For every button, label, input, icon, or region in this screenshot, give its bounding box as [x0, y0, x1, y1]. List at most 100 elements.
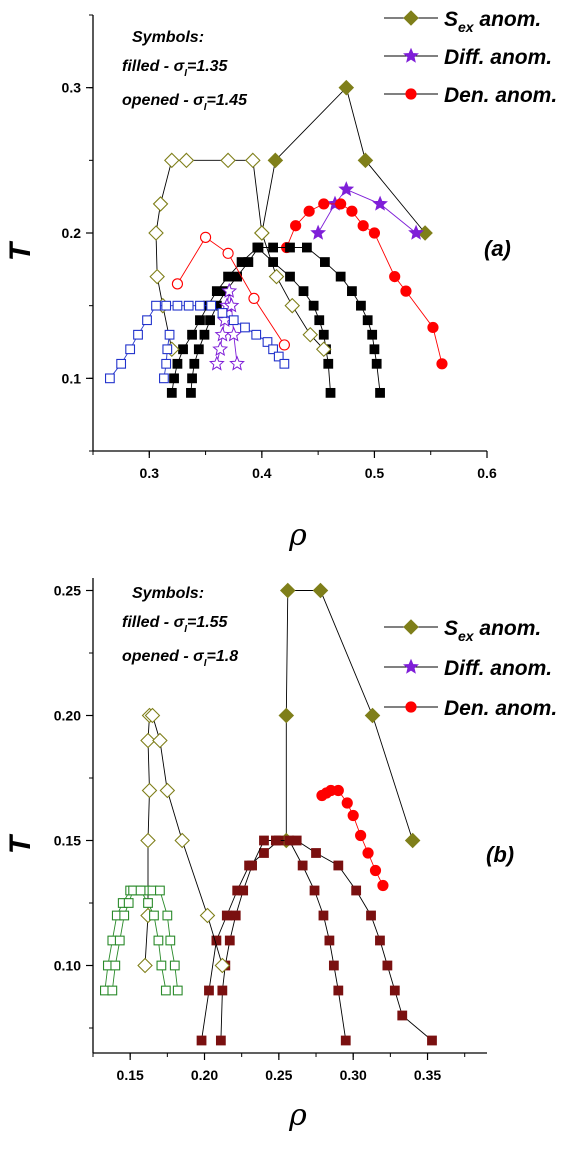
data-point [195, 315, 205, 326]
symbols-note-title: Symbols: [132, 585, 204, 602]
chart-panel-b: 0.15 0.20 0.25 0.30 0.35 0.10 0.15 0.20 0.25 ρ T (b… [4, 578, 557, 1133]
data-point [270, 835, 281, 846]
data-point [267, 152, 284, 169]
series-line [163, 334, 170, 379]
series-diffusivity-boundary-1.45 [104, 300, 290, 384]
data-point [116, 358, 127, 369]
data-point [162, 910, 173, 921]
legend-label: Diff. anom. [444, 46, 552, 69]
data-point [107, 985, 118, 996]
data-point [172, 300, 183, 311]
data-point [369, 864, 382, 877]
series-den-1.35 [281, 198, 448, 370]
data-point [369, 344, 380, 355]
series-line [155, 159, 325, 350]
data-point [314, 315, 325, 326]
data-point [217, 985, 228, 996]
data-point [382, 960, 393, 971]
data-point [172, 358, 183, 369]
data-point [149, 268, 165, 285]
x-axis-label: ρ [288, 518, 307, 553]
legend-marker-diamond [403, 619, 419, 635]
data-point [389, 271, 401, 283]
data-point [268, 344, 279, 355]
data-point [318, 198, 330, 210]
data-point [164, 152, 180, 169]
data-point [377, 879, 389, 892]
data-point [114, 935, 125, 946]
data-point [195, 300, 205, 311]
y-tick-label: 0.3 [62, 80, 82, 96]
data-point [164, 329, 175, 340]
data-point [211, 935, 222, 946]
data-point [427, 321, 439, 334]
data-point [183, 300, 194, 311]
data-point [189, 358, 200, 369]
data-point [368, 227, 381, 239]
series-den-1.55 [316, 784, 389, 892]
data-point [268, 242, 279, 253]
data-point [251, 329, 262, 340]
legend-marker-diamond [403, 10, 419, 26]
data-point [285, 271, 295, 282]
series-sex-1.45 [148, 152, 332, 358]
data-point [290, 220, 302, 232]
data-point [284, 297, 301, 314]
data-point [333, 860, 344, 871]
y-tick-label: 0.15 [54, 833, 81, 849]
series-diffusivity-boundary-1.55 [215, 835, 351, 1046]
data-point [347, 809, 359, 822]
data-point [308, 300, 319, 311]
data-point [152, 196, 169, 212]
data-point [204, 985, 214, 996]
data-point [254, 225, 270, 241]
data-point [315, 341, 332, 358]
data-point [155, 885, 165, 896]
data-point [366, 910, 376, 921]
data-point [279, 582, 296, 599]
data-point [169, 960, 180, 971]
data-point [149, 910, 159, 921]
data-point [302, 326, 319, 343]
data-point [259, 835, 269, 846]
data-point [171, 278, 184, 290]
data-point [364, 707, 381, 724]
x-tick-label: 0.25 [265, 1067, 292, 1083]
data-point [141, 782, 158, 799]
data-point [125, 344, 136, 355]
data-point [214, 957, 231, 974]
data-point [225, 326, 242, 342]
data-point [346, 205, 358, 217]
data-point [161, 300, 172, 311]
data-point [199, 329, 210, 340]
x-tick-label: 0.5 [365, 465, 385, 481]
data-point [341, 797, 353, 809]
data-point [357, 152, 374, 169]
series-diff-1.35 [310, 181, 424, 240]
data-point [318, 910, 329, 921]
x-tick-label: 0.35 [414, 1067, 441, 1083]
data-point [285, 242, 295, 253]
data-point [137, 957, 153, 974]
data-point [243, 257, 254, 267]
legend-label: Sex anom. [444, 8, 541, 35]
legend-label: Den. anom. [444, 84, 557, 107]
data-point [140, 732, 156, 749]
data-point [159, 782, 176, 799]
x-tick-label: 0.20 [191, 1067, 218, 1083]
data-point [148, 225, 164, 241]
data-point [151, 300, 161, 311]
data-point [325, 387, 336, 398]
data-point [205, 315, 215, 326]
data-point [152, 732, 168, 749]
data-point [338, 79, 355, 96]
data-point [318, 329, 329, 340]
data-point [212, 341, 229, 356]
data-point [165, 935, 176, 946]
data-point [278, 707, 295, 724]
data-point [221, 910, 232, 921]
legend-label: Sex anom. [444, 617, 541, 644]
data-point [309, 885, 320, 896]
